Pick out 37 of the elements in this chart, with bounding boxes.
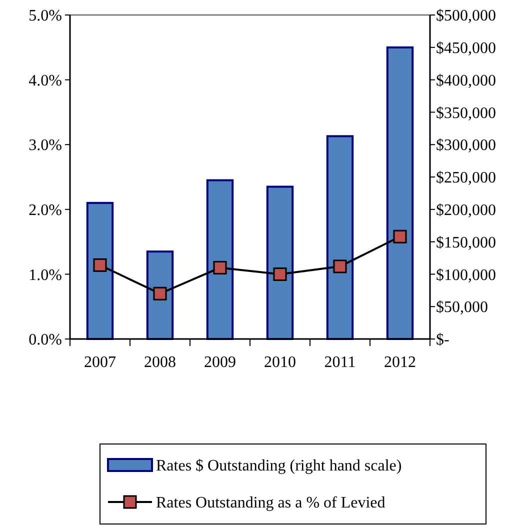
- x-tick-label: 2011: [324, 354, 356, 371]
- y-tick-label: 2.0%: [28, 202, 62, 219]
- y2-tick-label: $300,000: [436, 137, 496, 154]
- y2-tick-label: $500,000: [436, 8, 496, 25]
- y-tick-label: 5.0%: [28, 8, 62, 25]
- point: [213, 260, 227, 274]
- y2-tick-label: $-: [436, 332, 450, 349]
- y2-tick-label: $100,000: [436, 266, 496, 284]
- y-tick-label: 4.0%: [28, 72, 62, 90]
- y2-tick-label: $450,000: [436, 40, 496, 57]
- y-tick-label: 1.0%: [28, 266, 62, 284]
- y2-tick-label: $250,000: [436, 170, 496, 187]
- point: [153, 286, 167, 300]
- bar: [86, 202, 114, 340]
- point: [393, 230, 407, 244]
- bar: [326, 135, 354, 340]
- bar: [206, 179, 234, 340]
- bar: [386, 46, 414, 340]
- bar: [266, 186, 294, 340]
- y2-tick-label: $350,000: [436, 104, 496, 122]
- point: [273, 267, 287, 281]
- x-tick-label: 2008: [144, 354, 176, 371]
- legend-label: Rates Outstanding as a % of Levied: [156, 494, 386, 512]
- legend-label: Rates $ Outstanding (right hand scale): [156, 458, 402, 475]
- point: [333, 260, 347, 274]
- x-tick-label: 2009: [204, 354, 236, 371]
- y2-tick-label: $400,000: [436, 72, 496, 90]
- x-tick-label: 2007: [84, 354, 116, 371]
- y2-tick-label: $200,000: [436, 202, 496, 219]
- point: [93, 258, 107, 272]
- bar: [146, 250, 174, 340]
- x-tick-label: 2012: [384, 354, 416, 371]
- y-tick-label: 3.0%: [28, 137, 62, 154]
- x-tick-label: 2010: [264, 354, 296, 371]
- y2-tick-label: $50,000: [436, 299, 488, 316]
- y-tick-label: 0.0%: [28, 332, 62, 349]
- y2-tick-label: $150,000: [436, 234, 496, 252]
